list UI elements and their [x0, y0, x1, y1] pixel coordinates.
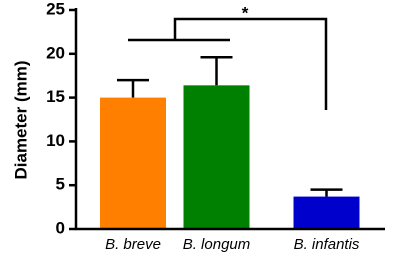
bracket-line — [173, 17, 328, 110]
x-tick-label: B. breve — [105, 236, 161, 253]
y-tick-label: 20 — [46, 43, 65, 62]
x-tick-label: B. infantis — [294, 236, 360, 253]
significance-bracket — [128, 17, 328, 110]
bar — [183, 85, 250, 229]
y-tick-label: 25 — [46, 0, 65, 18]
y-tick-label: 10 — [46, 131, 65, 150]
y-tick-label: 0 — [56, 218, 65, 237]
bar — [293, 196, 360, 229]
x-tick-label: B. longum — [183, 236, 251, 253]
y-tick-label: 15 — [46, 87, 65, 106]
significance-label: * — [242, 3, 249, 22]
bar — [100, 97, 166, 229]
y-axis-label: Diameter (mm) — [11, 60, 30, 179]
y-tick-label: 5 — [56, 175, 65, 194]
